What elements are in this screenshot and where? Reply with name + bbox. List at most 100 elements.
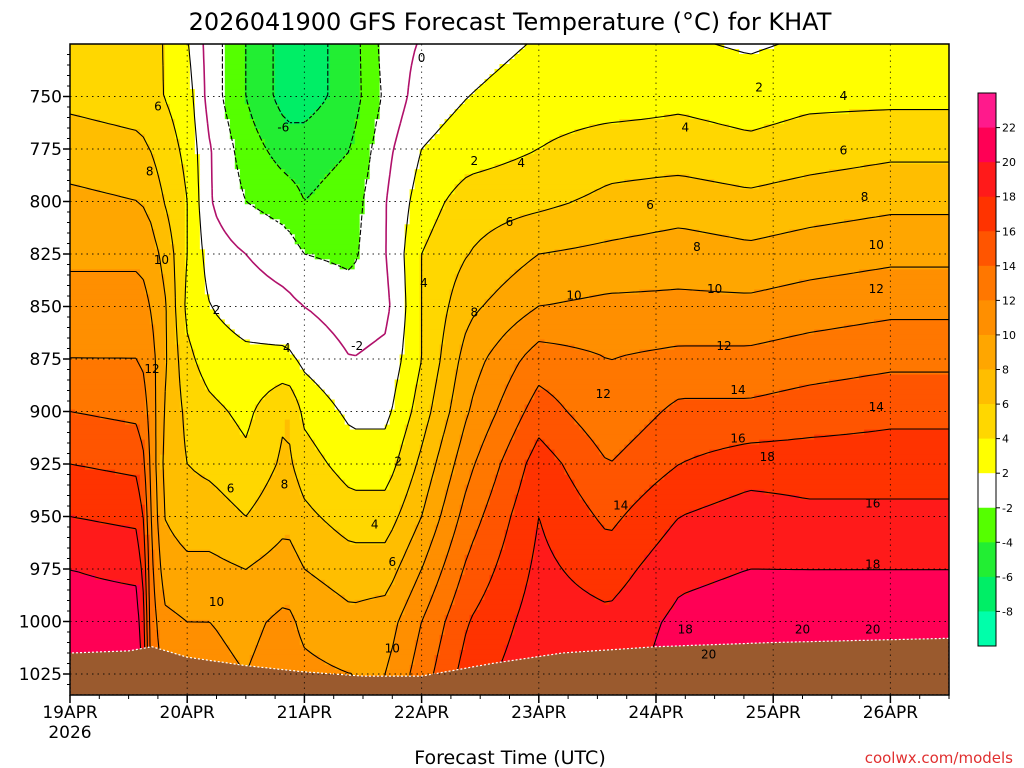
- temperature-cell: [174, 254, 186, 260]
- temperature-cell: [154, 164, 186, 170]
- temperature-cell: [374, 594, 411, 601]
- temperature-cell: [664, 174, 690, 180]
- colorbar-label: -6: [1002, 571, 1013, 584]
- temperature-cell: [374, 119, 446, 125]
- temperature-cell: [324, 579, 396, 586]
- temperature-cell: [779, 179, 949, 185]
- temperature-cell: [439, 639, 466, 646]
- temperature-cell: [784, 119, 949, 125]
- temperature-cell: [669, 404, 949, 411]
- temperature-cell: [154, 509, 166, 516]
- temperature-cell: [474, 389, 506, 396]
- temperature-cell: [274, 84, 331, 90]
- temperature-cell: [499, 399, 531, 406]
- temperature-cell: [70, 584, 141, 591]
- temperature-cell: [70, 269, 141, 275]
- temperature-cell: [289, 454, 326, 461]
- temperature-cell: [184, 169, 201, 175]
- temperature-cell: [439, 354, 461, 361]
- temperature-cell: [514, 624, 660, 631]
- temperature-cell: [189, 464, 276, 471]
- temperature-cell: [389, 474, 416, 481]
- temperature-cell: [524, 264, 949, 270]
- contour-label: 10: [869, 238, 884, 252]
- temperature-cell: [234, 504, 256, 511]
- temperature-cell: [254, 404, 301, 411]
- temperature-cell: [164, 439, 186, 446]
- temperature-cell: [179, 149, 196, 155]
- temperature-cell: [70, 239, 156, 245]
- temperature-cell: [139, 364, 156, 371]
- temperature-cell: [184, 164, 201, 170]
- temperature-cell: [519, 484, 576, 491]
- temperature-cell: [639, 429, 865, 436]
- colorbar-label: -8: [1002, 605, 1013, 618]
- temperature-cell: [284, 604, 291, 611]
- temperature-cell: [464, 339, 501, 346]
- temperature-cell: [454, 534, 476, 541]
- temperature-cell: [139, 544, 146, 551]
- temperature-cell: [274, 609, 291, 616]
- temperature-cell: [149, 569, 156, 576]
- temperature-cell: [689, 589, 949, 596]
- temperature-cell: [249, 424, 286, 431]
- x-axis-year: 2026: [48, 723, 91, 743]
- temperature-cell: [544, 339, 770, 346]
- temperature-cell: [154, 349, 166, 356]
- temperature-cell: [434, 659, 461, 666]
- temperature-cell: [404, 424, 426, 431]
- temperature-cell: [289, 539, 351, 546]
- temperature-cell: [164, 334, 176, 341]
- colorbar-swatch: [978, 404, 996, 440]
- colorbar-swatch: [978, 369, 996, 405]
- temperature-cell: [714, 579, 949, 586]
- temperature-cell: [574, 129, 949, 135]
- temperature-cell: [444, 624, 471, 631]
- temperature-cell: [159, 574, 316, 581]
- temperature-cell: [70, 229, 156, 235]
- temperature-cell: [379, 54, 516, 60]
- temperature-cell: [194, 359, 301, 366]
- temperature-cell: [264, 619, 296, 626]
- temperature-cell: [659, 539, 949, 546]
- contour-label: 14: [613, 499, 628, 513]
- temperature-cell: [424, 429, 446, 436]
- temperature-cell: [70, 99, 166, 105]
- temperature-cell: [449, 549, 471, 556]
- temperature-cell: [419, 279, 456, 285]
- temperature-cell: [489, 349, 531, 356]
- temperature-cell: [534, 389, 551, 396]
- temperature-cell: [219, 554, 261, 561]
- temperature-cell: [199, 364, 301, 371]
- temperature-cell: [404, 604, 431, 611]
- temperature-cell: [444, 119, 620, 125]
- temperature-cell: [564, 464, 675, 471]
- temperature-cell: [159, 264, 176, 270]
- temperature-cell: [394, 524, 416, 531]
- temperature-cell: [424, 609, 451, 616]
- contour-line: [70, 113, 949, 544]
- temperature-cell: [169, 239, 186, 245]
- temperature-cell: [274, 59, 331, 65]
- temperature-cell: [394, 404, 416, 411]
- contour-line: [221, 44, 382, 271]
- temperature-cell: [404, 249, 426, 255]
- temperature-cell: [464, 629, 516, 636]
- temperature-cell: [504, 454, 531, 461]
- temperature-cell: [574, 344, 675, 351]
- y-tick-label: 900: [30, 403, 62, 423]
- temperature-cell: [304, 249, 361, 255]
- temperature-cell: [70, 149, 151, 155]
- temperature-cell: [424, 249, 471, 255]
- temperature-cell: [369, 149, 421, 155]
- temperature-cell: [164, 319, 176, 326]
- temperature-cell: [359, 239, 406, 245]
- temperature-cell: [629, 439, 760, 446]
- temperature-cell: [459, 349, 491, 356]
- temperature-cell: [159, 459, 186, 466]
- temperature-cell: [164, 304, 176, 311]
- temperature-cell: [484, 359, 521, 366]
- temperature-cell: [484, 434, 516, 441]
- temperature-cell: [459, 574, 491, 581]
- temperature-cell: [664, 529, 949, 536]
